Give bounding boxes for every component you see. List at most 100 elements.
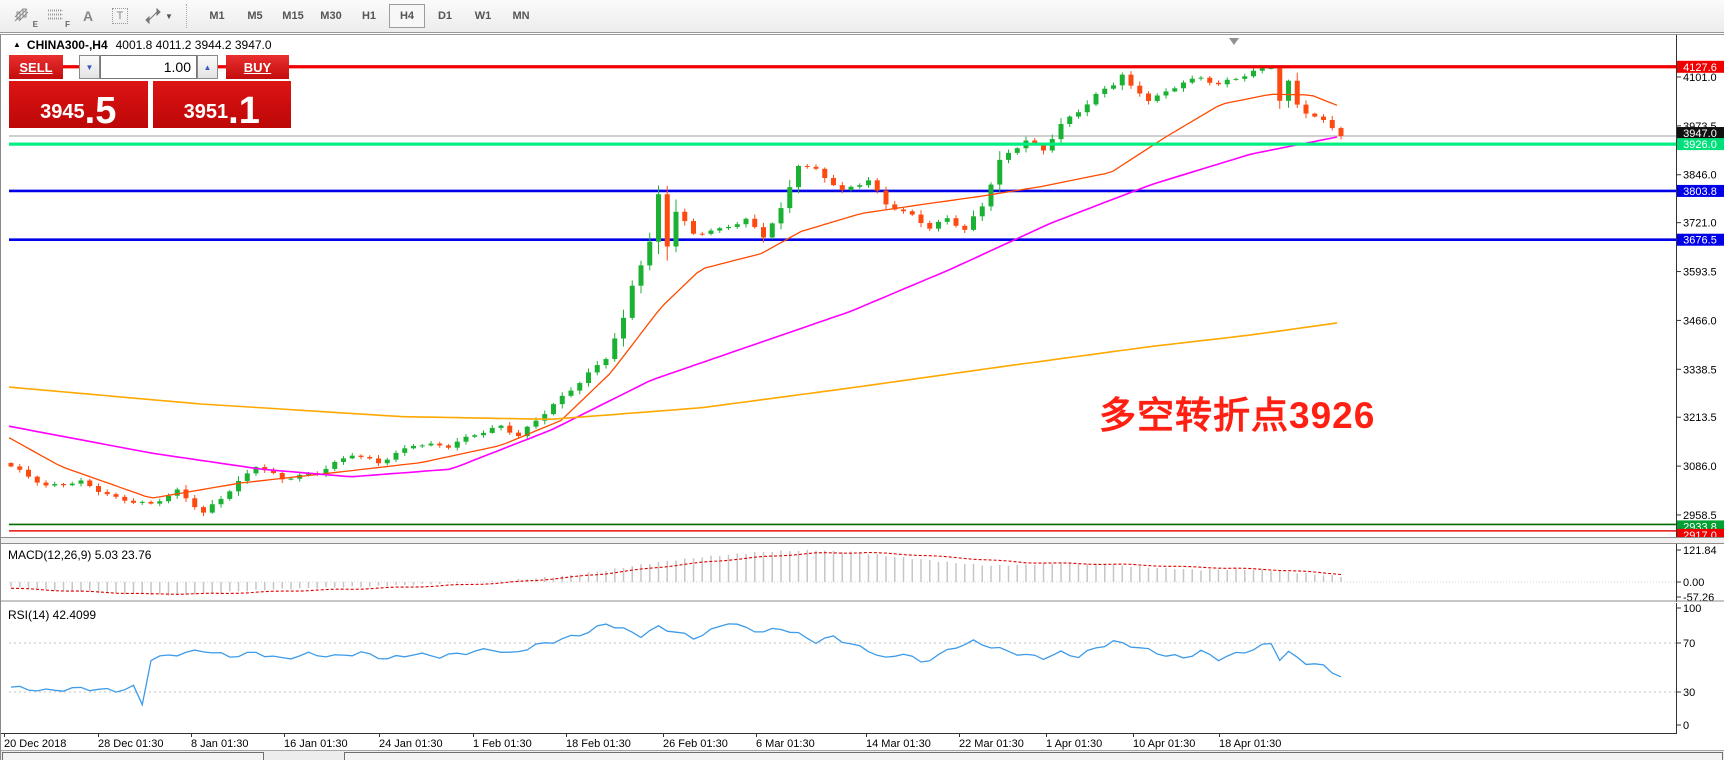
timeframe-buttons: M1 M5 M15 M30 H1 H4 D1 W1 MN [198,4,540,28]
macd-indicator-label: MACD(12,26,9) 5.03 23.76 [8,548,152,562]
candle-body [34,476,40,483]
date-tick-label: 16 Jan 01:30 [284,738,348,750]
candle-body [1163,91,1169,96]
price-badge: 4127.6 [1683,62,1717,74]
timeframe-button-h4[interactable]: H4 [389,4,425,28]
candle-body [682,211,688,222]
rsi-scale-label: 70 [1683,638,1695,650]
chart-tab[interactable] [2,752,264,760]
candle-body [516,432,521,437]
chart-window: 4101.0 3973.5 3846.0 3721.0 3593.5 3466.0 3338… [0,34,1724,760]
date-tick-label: 8 Jan 01:30 [191,738,249,750]
candle-body [236,480,241,492]
date-tick-label: 1 Apr 01:30 [1046,738,1102,750]
candle-body [472,435,478,437]
buy-button[interactable]: BUY [226,55,289,79]
candle-body [647,241,653,266]
timeframe-button-m1[interactable]: M1 [209,10,225,22]
rsi-scale-label: 30 [1683,687,1695,699]
candle-body [979,206,985,217]
profiles-icon[interactable]: F [40,3,72,29]
candle-body [1198,77,1204,79]
candle-body [113,494,119,497]
candle-body [1014,148,1020,153]
candle-body [586,372,591,384]
candle-body [533,420,539,427]
sell-button[interactable]: SELL [9,55,63,79]
ma-slow [8,322,1338,420]
candle-body [61,484,66,486]
candle-body [52,484,58,486]
candle-body [971,216,976,230]
candle-body [279,473,285,480]
sell-price-box[interactable]: 3945.5 [9,81,148,130]
candle-body [148,501,154,504]
volume-increase-button[interactable]: ▲ [197,55,218,79]
price-badge: 3676.5 [1683,235,1717,247]
candle-body [104,491,110,495]
objects-arrows-icon[interactable]: ▼ [136,3,180,29]
price-badge: 3926.0 [1683,139,1717,151]
volume-input[interactable] [100,55,197,79]
new-chart-icon[interactable]: E [8,3,40,29]
price-tick-label: 3338.5 [1683,364,1717,376]
candle-body [656,194,661,242]
date-tick-label: 24 Jan 01:30 [379,738,443,750]
candle-body [988,184,994,207]
main-chart-canvas[interactable]: 4101.03973.53846.03721.03593.53466.03338… [1,34,1724,760]
candle-body [901,209,906,212]
chart-shift-marker[interactable] [1229,38,1239,45]
candle-body [1233,78,1239,80]
timeframe-button-m30[interactable]: M30 [320,10,342,22]
candle-body [551,404,556,415]
candle-body [428,443,434,446]
timeframe-button-mn[interactable]: MN [512,10,530,22]
candle-body [778,208,784,224]
collapse-triangle-icon[interactable]: ▲ [13,40,21,49]
candle-body [621,317,626,339]
candle-body [918,214,924,224]
candle-body [1277,67,1283,101]
macd-panel [9,549,1676,596]
candle-body [69,483,75,486]
timeframe-button-m5[interactable]: M5 [247,10,263,22]
price-tick-label: 3086.0 [1683,461,1717,473]
candle-body [1102,88,1108,94]
timeframe-button-d1[interactable]: D1 [437,10,453,22]
timeframe-button-w1[interactable]: W1 [474,10,492,22]
chart-title: ▲ CHINA300-,H4 4001.8 4011.2 3944.2 3947.0 [13,38,272,52]
candle-body [411,445,416,449]
candle-body [1041,143,1046,151]
candle-body [288,478,294,480]
candle-body [1189,78,1195,83]
candle-body [227,491,233,499]
candle-body [463,436,469,442]
candle-body [743,218,749,225]
timeframe-button-m15[interactable]: M15 [282,10,304,22]
candle-body [8,463,14,467]
time-axis-labels: 20 Dec 2018 28 Dec 01:30 8 Jan 01:30 16 Jan… [4,733,1281,750]
sell-price-int: 3945 [40,101,85,123]
text-label-icon[interactable]: T [104,3,136,29]
chart-tabs-strip[interactable] [1,750,1724,760]
date-tick-label: 18 Feb 01:30 [566,738,631,750]
timeframe-button-h1[interactable]: H1 [361,10,377,22]
chart-tab[interactable] [344,752,1723,760]
candle-body [192,498,198,508]
candle-body [1154,95,1160,101]
buy-price-box[interactable]: 3951.1 [152,81,291,130]
one-click-trade-panel: SELL ▼ ▲ BUY 3945.5 3951.1 [9,55,291,130]
volume-decrease-button[interactable]: ▼ [79,55,100,79]
candle-body [349,455,355,459]
candle-body [848,186,854,191]
candle-body [708,230,714,234]
candle-body [787,187,793,209]
crosshair-letter-icon[interactable]: A [82,8,94,24]
candle-body [1119,74,1125,86]
rsi-scale: 100 70 30 0 [1676,603,1701,732]
candle-body [244,473,250,481]
candle-body [1312,113,1318,117]
candle-body [1076,112,1081,117]
candle-body [78,480,84,484]
